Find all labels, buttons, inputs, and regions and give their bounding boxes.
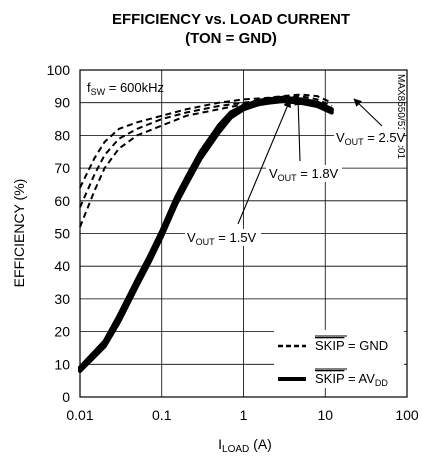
legend-solid-label: SKIP = AVDD xyxy=(315,371,388,388)
vout-15-sub: OUT xyxy=(196,237,216,247)
figure-id: MAX8550/51 toc01 xyxy=(395,74,406,159)
x-tick-labels: 0.01 0.1 1 10 100 xyxy=(66,407,419,423)
arrow-vout-18 xyxy=(294,97,303,162)
vout-18-sub: OUT xyxy=(278,173,298,183)
vout-25-post: = 2.5V xyxy=(364,130,406,145)
annotation-bg xyxy=(266,165,342,182)
annotation-bg xyxy=(185,229,261,246)
fsw-label-value: = 600kHz xyxy=(105,80,164,95)
arrow-vout-15 xyxy=(237,99,291,225)
x-tick-label: 100 xyxy=(395,407,419,423)
y-tick-label: 10 xyxy=(54,356,70,372)
annotation-vout-25: VOUT = 2.5V xyxy=(334,98,406,147)
legend-solid-rest: = AV xyxy=(344,371,375,386)
legend: SKIP = GND SKIP = AVDD xyxy=(274,330,404,388)
dashed-efficiency-curve-1 xyxy=(79,93,333,189)
y-tick-label: 100 xyxy=(47,62,71,78)
x-axis-label-sub: LOAD xyxy=(222,444,249,455)
y-tick-label: 90 xyxy=(54,95,70,111)
x-tick-label: 0.1 xyxy=(152,407,172,423)
y-axis-label: EFFICIENCY (%) xyxy=(11,179,27,288)
plot-frame xyxy=(79,69,408,398)
chart-title: EFFICIENCY vs. LOAD CURRENT xyxy=(112,11,350,28)
grid xyxy=(80,70,407,397)
x-tick-label: 0.01 xyxy=(66,407,93,423)
y-tick-label: 0 xyxy=(62,389,70,405)
x-axis-label-main: I xyxy=(218,436,222,452)
annotation-vout-15-label: VOUT = 1.5V xyxy=(187,230,257,247)
vout-15-post: = 1.5V xyxy=(215,230,257,245)
vout-25-sub: OUT xyxy=(345,137,365,147)
y-tick-labels: 0 10 20 30 40 50 60 70 80 90 100 xyxy=(47,62,71,405)
vout-18-pre: V xyxy=(269,166,278,181)
fsw-label-main: f xyxy=(87,80,91,95)
annotation-vout-18: VOUT = 1.8V xyxy=(266,97,342,183)
y-tick-label: 50 xyxy=(54,226,70,242)
x-axis-label: ILOAD (A) xyxy=(218,436,272,455)
y-tick-label: 60 xyxy=(54,193,70,209)
y-tick-label: 70 xyxy=(54,160,70,176)
vout-15-pre: V xyxy=(187,230,196,245)
x-tick-label: 10 xyxy=(317,407,333,423)
annotation-vout-15: VOUT = 1.5V xyxy=(185,99,291,247)
fsw-label-sub: SW xyxy=(91,87,106,97)
dashed-efficiency-curve-2 xyxy=(79,95,333,208)
legend-dashed-overline: SKIP xyxy=(315,338,344,353)
legend-solid-overline: SKIP xyxy=(315,371,344,386)
y-tick-label: 40 xyxy=(54,258,70,274)
x-axis-label-unit: (A) xyxy=(249,436,272,452)
y-tick-label: 80 xyxy=(54,127,70,143)
annotation-bg xyxy=(334,129,404,146)
annotation-vout-25-label: VOUT = 2.5V xyxy=(336,130,406,147)
legend-dashed-label: SKIP = GND xyxy=(315,338,388,353)
fsw-label: fSW = 600kHz xyxy=(87,80,164,97)
vout-25-pre: V xyxy=(336,130,345,145)
annotation-vout-18-label: VOUT = 1.8V xyxy=(269,166,339,183)
y-tick-label: 30 xyxy=(54,291,70,307)
arrow-vout-25 xyxy=(353,98,383,127)
legend-solid-sub: DD xyxy=(375,378,388,388)
x-tick-label: 1 xyxy=(240,407,248,423)
legend-dashed-rest: = GND xyxy=(344,338,388,353)
dashed-efficiency-curve-3 xyxy=(79,98,333,228)
y-tick-label: 20 xyxy=(54,324,70,340)
vout-18-post: = 1.8V xyxy=(297,166,339,181)
chart-subtitle: (TON = GND) xyxy=(185,30,277,47)
